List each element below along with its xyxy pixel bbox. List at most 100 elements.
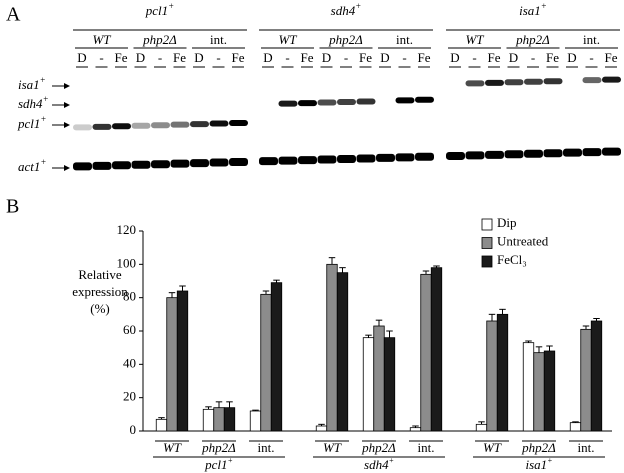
strain-label: int.	[210, 32, 227, 47]
blot-band	[465, 151, 485, 160]
blot-band	[415, 152, 434, 161]
gene-label: isa1+	[519, 1, 547, 18]
gene-sup: +	[227, 456, 232, 465]
bar	[270, 282, 283, 432]
bar	[522, 342, 535, 432]
legend-label: FeCl₃	[497, 252, 527, 267]
blot-band	[602, 147, 621, 156]
x-tick-label: php2Δ	[521, 440, 556, 455]
gene-label: sdh4+	[18, 94, 49, 111]
lane-label: -	[216, 50, 220, 65]
bar	[213, 407, 225, 432]
lane-label: -	[402, 50, 406, 65]
y-tick-label: 0	[130, 422, 137, 437]
lane-label: D	[322, 50, 331, 65]
blot-band	[524, 149, 543, 158]
bar	[496, 313, 509, 432]
blot-band	[298, 100, 317, 107]
lane-label: Fe	[115, 50, 128, 65]
y-axis-label: expression	[72, 284, 128, 299]
blot-band	[229, 158, 248, 167]
blot-band	[278, 156, 298, 165]
blot-band	[563, 148, 582, 157]
lane-label: D	[509, 50, 518, 65]
blot-band	[259, 157, 278, 166]
lane-label: Fe	[605, 50, 618, 65]
panel-label: B	[6, 196, 19, 218]
blot-band	[582, 77, 602, 84]
blot-band	[190, 121, 209, 128]
bar	[362, 337, 375, 432]
blot-band	[395, 97, 415, 104]
gene-label: isa1+	[18, 75, 46, 92]
lane-label: -	[589, 50, 593, 65]
blot-band	[376, 153, 395, 162]
x-tick-label: WT	[323, 440, 342, 455]
lane-label: D	[263, 50, 272, 65]
gene-name: act1	[18, 159, 40, 174]
x-tick-label: int.	[258, 440, 275, 455]
bar	[326, 263, 338, 432]
x-tick-label: int.	[578, 440, 595, 455]
blot-band	[524, 78, 543, 85]
lane-label: Fe	[301, 50, 314, 65]
strain-label: php2Δ	[328, 32, 363, 47]
gene-sup: +	[541, 1, 547, 11]
blot-band	[415, 96, 434, 103]
lane-label: D	[450, 50, 459, 65]
gene-sup: +	[355, 1, 361, 11]
blot-band	[602, 76, 621, 83]
blot-band	[485, 150, 504, 159]
lane-label: Fe	[418, 50, 431, 65]
blot-band	[112, 123, 131, 130]
gene-label: pcl1+	[17, 114, 46, 131]
gene-name: pcl1	[145, 3, 168, 18]
lane-label: Fe	[488, 50, 501, 65]
blot-band	[298, 156, 317, 165]
gene-sup: +	[40, 157, 46, 167]
y-tick-label: 40	[123, 355, 136, 370]
lane-label: -	[99, 50, 103, 65]
blot-band	[356, 98, 376, 105]
strain-label: int.	[396, 32, 413, 47]
blot-band	[278, 100, 298, 107]
gene-name: pcl1	[17, 116, 40, 131]
gene-name: isa1	[525, 457, 547, 472]
x-tick-label: WT	[163, 440, 182, 455]
lane-label: Fe	[359, 50, 372, 65]
blot-band	[73, 124, 92, 131]
lane-label: D	[194, 50, 203, 65]
blot-band	[131, 122, 151, 129]
lane-label: D	[77, 50, 86, 65]
bar	[430, 267, 443, 432]
bar	[315, 425, 328, 432]
y-axis-label: (%)	[90, 301, 110, 316]
panel-label: A	[6, 4, 21, 26]
gene-label: act1+	[18, 157, 46, 174]
gene-sup: +	[43, 94, 49, 104]
lane-label: D	[136, 50, 145, 65]
bar	[166, 297, 178, 432]
bar	[590, 320, 603, 432]
bar	[336, 272, 349, 432]
blot-band	[504, 79, 524, 86]
blot-band	[337, 98, 356, 105]
y-tick-label: 80	[123, 289, 136, 304]
blot-band	[504, 150, 524, 159]
arrow-head	[64, 83, 70, 89]
arrow-head	[64, 165, 70, 171]
bar	[420, 273, 432, 432]
strain-label: WT	[465, 32, 484, 47]
blot-band	[92, 161, 112, 170]
gene-label: sdh4+	[331, 1, 362, 18]
blot-band	[209, 120, 229, 127]
blot-band	[229, 120, 248, 127]
strain-label: WT	[278, 32, 297, 47]
bar	[383, 337, 396, 432]
lane-label: -	[285, 50, 289, 65]
blot-band	[543, 78, 563, 85]
bar	[543, 350, 556, 432]
gene-name: sdh4	[364, 457, 389, 472]
gene-label: pcl1+	[145, 1, 174, 18]
